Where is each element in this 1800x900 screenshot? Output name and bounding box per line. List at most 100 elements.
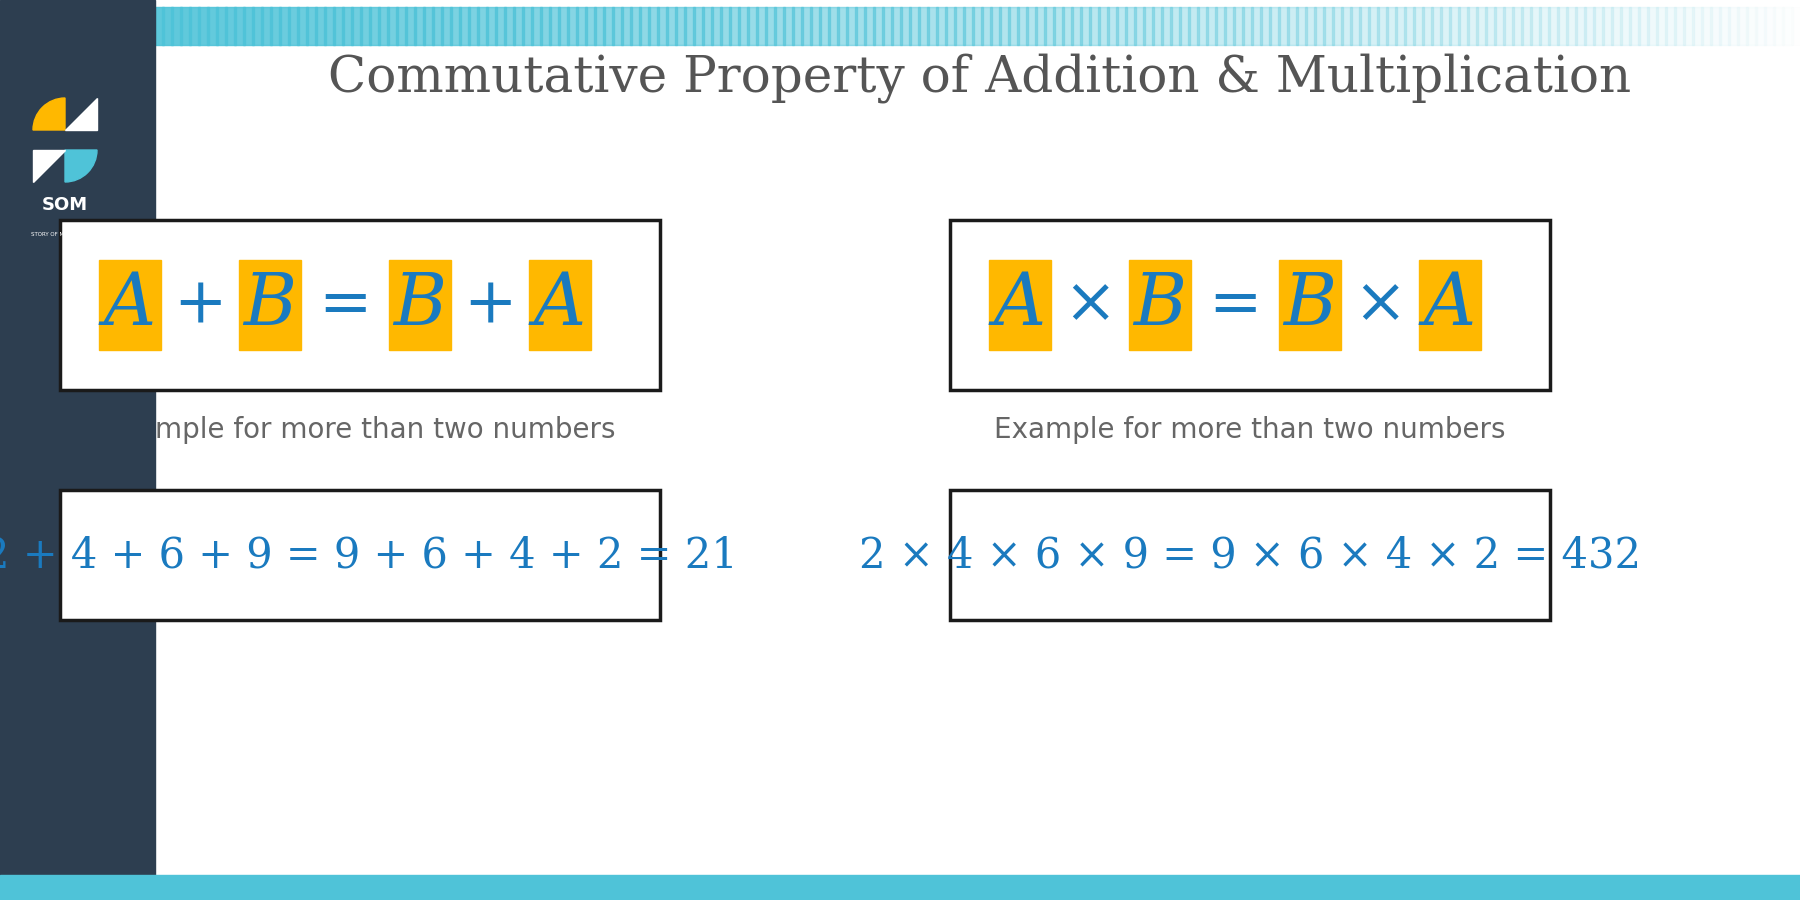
Bar	[504, 7, 515, 45]
Bar	[1332, 7, 1343, 45]
Text: ×: ×	[1064, 274, 1116, 336]
Bar	[315, 7, 326, 45]
Text: B: B	[1283, 270, 1337, 340]
Bar	[387, 7, 398, 45]
Bar	[1323, 7, 1334, 45]
Bar	[1719, 7, 1730, 45]
Bar	[360, 7, 371, 45]
Bar	[1710, 7, 1721, 45]
Bar	[594, 7, 605, 45]
Bar	[81, 7, 92, 45]
FancyBboxPatch shape	[1418, 260, 1481, 350]
Bar	[1026, 7, 1037, 45]
Bar	[1098, 7, 1109, 45]
Bar	[783, 7, 794, 45]
Bar	[1197, 7, 1208, 45]
Text: B: B	[243, 270, 297, 340]
Bar	[144, 7, 155, 45]
Bar	[1377, 7, 1388, 45]
Bar	[1584, 7, 1595, 45]
Bar	[207, 7, 218, 45]
Bar	[1278, 7, 1289, 45]
Bar	[1107, 7, 1118, 45]
Bar	[648, 7, 659, 45]
Bar	[1440, 7, 1451, 45]
Bar	[198, 7, 209, 45]
Bar	[612, 7, 623, 45]
Bar	[1773, 7, 1784, 45]
Bar	[1080, 7, 1091, 45]
Bar	[693, 7, 704, 45]
Bar	[1062, 7, 1073, 45]
Bar	[855, 7, 866, 45]
Bar	[819, 7, 830, 45]
Bar	[801, 7, 812, 45]
FancyBboxPatch shape	[1129, 260, 1192, 350]
FancyBboxPatch shape	[239, 260, 301, 350]
Bar	[1701, 7, 1712, 45]
Bar	[603, 7, 614, 45]
Bar	[36, 7, 47, 45]
Bar	[1521, 7, 1532, 45]
Bar	[171, 7, 182, 45]
Bar	[369, 7, 380, 45]
Bar	[225, 7, 236, 45]
Bar	[900, 7, 911, 45]
Bar	[1593, 7, 1604, 45]
Bar	[936, 7, 947, 45]
Bar	[891, 7, 902, 45]
Bar	[1503, 7, 1514, 45]
Bar	[162, 7, 173, 45]
Bar	[153, 7, 164, 45]
Bar	[1152, 7, 1163, 45]
Bar	[414, 7, 425, 45]
Bar	[189, 7, 200, 45]
Bar	[954, 7, 965, 45]
Bar	[684, 7, 695, 45]
Bar	[531, 7, 542, 45]
Bar	[135, 7, 146, 45]
Bar	[1008, 7, 1019, 45]
Bar	[765, 7, 776, 45]
Bar	[1575, 7, 1586, 45]
Bar	[288, 7, 299, 45]
Bar	[576, 7, 587, 45]
Bar	[1089, 7, 1100, 45]
Bar	[450, 7, 461, 45]
Bar	[585, 7, 596, 45]
Bar	[1557, 7, 1568, 45]
Bar	[90, 7, 101, 45]
Text: SOM: SOM	[41, 196, 88, 214]
Bar	[1665, 7, 1676, 45]
Bar	[558, 7, 569, 45]
Bar	[432, 7, 443, 45]
Polygon shape	[32, 150, 65, 182]
Bar	[270, 7, 281, 45]
Bar	[972, 7, 983, 45]
Bar	[918, 7, 929, 45]
Bar	[999, 7, 1010, 45]
Bar	[1494, 7, 1505, 45]
Bar	[342, 7, 353, 45]
Bar	[1017, 7, 1028, 45]
Bar	[1125, 7, 1136, 45]
Bar	[1053, 7, 1064, 45]
Bar	[495, 7, 506, 45]
Bar	[1404, 7, 1415, 45]
Bar	[252, 7, 263, 45]
Text: =: =	[1208, 274, 1262, 336]
Bar	[45, 7, 56, 45]
Bar	[963, 7, 974, 45]
Text: ×: ×	[1354, 274, 1408, 336]
FancyBboxPatch shape	[950, 490, 1550, 620]
Bar	[990, 7, 1001, 45]
Bar	[621, 7, 632, 45]
Bar	[1296, 7, 1307, 45]
FancyBboxPatch shape	[59, 220, 661, 390]
Bar	[27, 7, 38, 45]
Bar	[1728, 7, 1739, 45]
Bar	[1206, 7, 1217, 45]
Bar	[396, 7, 407, 45]
Bar	[1611, 7, 1622, 45]
Bar	[1485, 7, 1496, 45]
